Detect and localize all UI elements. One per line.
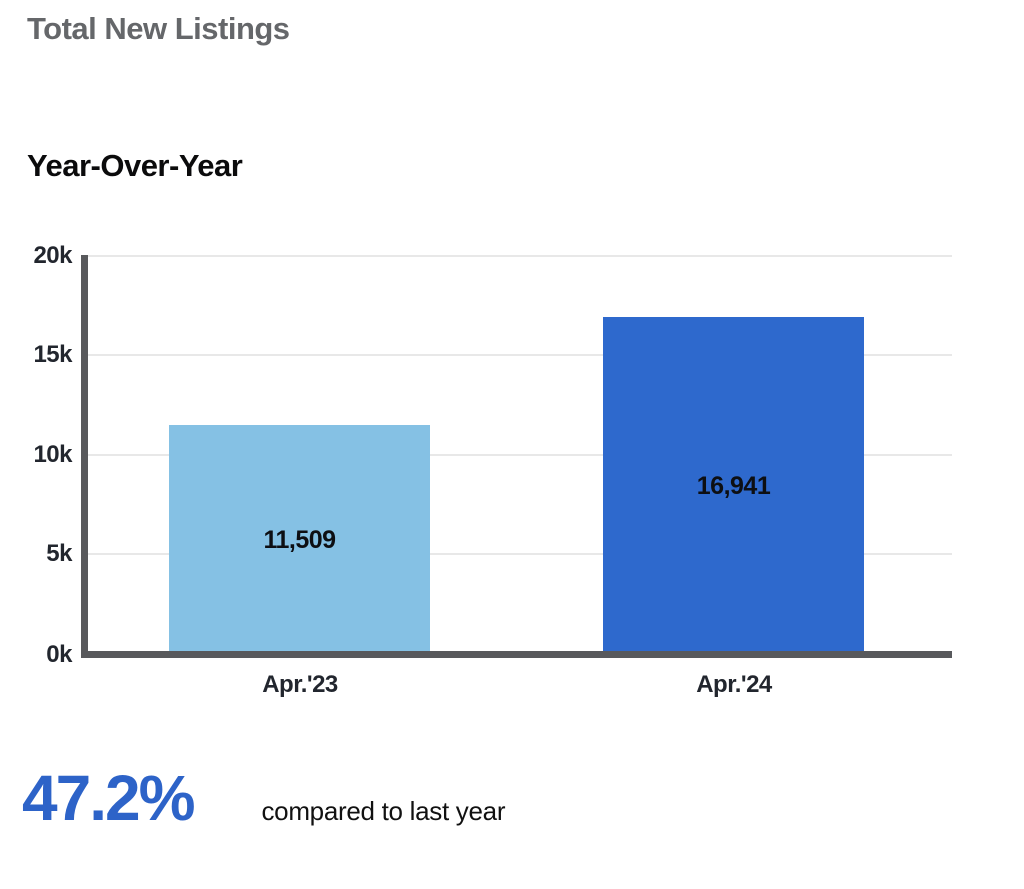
gridline-20k (81, 255, 952, 257)
bar-value-label-apr-23: 11,509 (263, 525, 336, 554)
bar-apr-23: 11,509 (169, 425, 430, 655)
percent-change-caption: compared to last year (261, 796, 506, 826)
chart-subtitle: Year-Over-Year (27, 148, 243, 183)
y-axis-tick-15k: 15k (33, 341, 72, 368)
y-axis-tick-0k: 0k (46, 641, 72, 668)
y-axis-tick-20k: 20k (33, 242, 72, 269)
percent-change-value: 47.2% (22, 762, 195, 834)
y-axis-tick-5k: 5k (46, 540, 72, 567)
x-axis-label-apr-24: Apr.'24 (696, 671, 772, 698)
page-title: Total New Listings (27, 11, 290, 46)
y-axis-line (81, 255, 88, 658)
gridline-5k (81, 553, 952, 555)
y-axis-tick-10k: 10k (33, 441, 72, 468)
x-axis-label-apr-23: Apr.'23 (262, 671, 338, 698)
bar-apr-24: 16,941 (603, 317, 864, 655)
bar-value-label-apr-24: 16,941 (696, 471, 771, 500)
yoy-change-summary: 47.2% compared to last year (22, 766, 505, 830)
gridline-10k (81, 454, 952, 456)
x-axis-line (81, 651, 952, 658)
gridline-15k (81, 354, 952, 356)
